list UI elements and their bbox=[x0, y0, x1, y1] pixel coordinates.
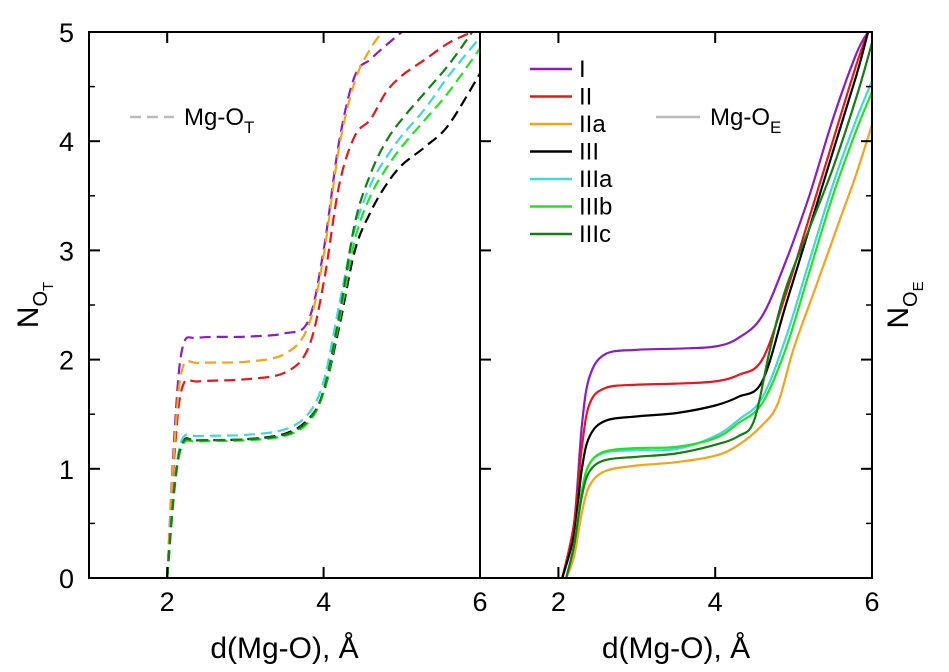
y-axis-title-sub: O bbox=[30, 291, 52, 307]
series-group bbox=[166, 32, 480, 578]
mg-o-legend-label: Mg-OT bbox=[184, 104, 254, 137]
x-axis-title: d(Mg-O), Å bbox=[602, 632, 750, 665]
series-line-I bbox=[166, 32, 403, 578]
series-legend-label-IIIb: IIIb bbox=[579, 194, 612, 221]
y-axis-title: NOE bbox=[882, 281, 927, 328]
series-legend-label-I: I bbox=[579, 56, 586, 83]
y-tick-label: 1 bbox=[59, 455, 74, 485]
series-line-IIIc bbox=[565, 42, 872, 578]
y-axis-title-sub: O bbox=[900, 291, 922, 307]
series-group bbox=[561, 32, 872, 578]
series-legend-label-II: II bbox=[579, 84, 592, 111]
y-axis-title-main: N bbox=[12, 307, 45, 329]
x-tick-label: 6 bbox=[864, 587, 879, 617]
y-tick-label: 3 bbox=[59, 236, 74, 266]
series-line-II bbox=[166, 32, 473, 578]
series-line-IIa bbox=[166, 32, 384, 578]
y-tick-label: 4 bbox=[59, 127, 74, 157]
series-line-IIIb bbox=[565, 91, 872, 578]
series-line-IIIa bbox=[166, 36, 480, 578]
series-line-I bbox=[561, 32, 870, 578]
mg-o-legend-label-main: Mg-O bbox=[184, 104, 244, 131]
y-axis-title-subsub: E bbox=[910, 281, 927, 291]
series-line-IIIc bbox=[166, 32, 474, 578]
y-axis-title-subsub: T bbox=[40, 282, 57, 291]
x-tick-label: 4 bbox=[316, 587, 331, 617]
series-line-IIIb bbox=[166, 47, 480, 578]
y-axis-title-main: N bbox=[882, 307, 915, 329]
series-line-II bbox=[561, 32, 870, 578]
series-legend-label-III: III bbox=[579, 139, 599, 166]
mg-o-legend-label: Mg-OE bbox=[710, 104, 781, 137]
y-axis-title: NOT bbox=[12, 282, 57, 328]
series-legend-label-IIIc: IIIc bbox=[579, 221, 611, 248]
series-line-IIa bbox=[565, 124, 872, 578]
mg-o-legend-label-main: Mg-O bbox=[710, 104, 770, 131]
x-tick-label: 2 bbox=[551, 587, 566, 617]
series-legend-label-IIa: IIa bbox=[579, 111, 606, 138]
x-axis-title: d(Mg-O), Å bbox=[210, 632, 358, 665]
mg-o-legend-label-sub: T bbox=[244, 118, 254, 137]
series-legend-label-IIIa: IIIa bbox=[579, 166, 613, 193]
x-tick-label: 2 bbox=[160, 587, 175, 617]
series-line-III bbox=[561, 32, 870, 578]
y-tick-label: 5 bbox=[59, 18, 74, 48]
y-tick-label: 0 bbox=[59, 564, 74, 594]
mg-o-legend-label-sub: E bbox=[770, 118, 781, 137]
x-tick-label: 4 bbox=[708, 587, 723, 617]
x-tick-label: 6 bbox=[472, 587, 487, 617]
y-tick-label: 2 bbox=[59, 346, 74, 376]
